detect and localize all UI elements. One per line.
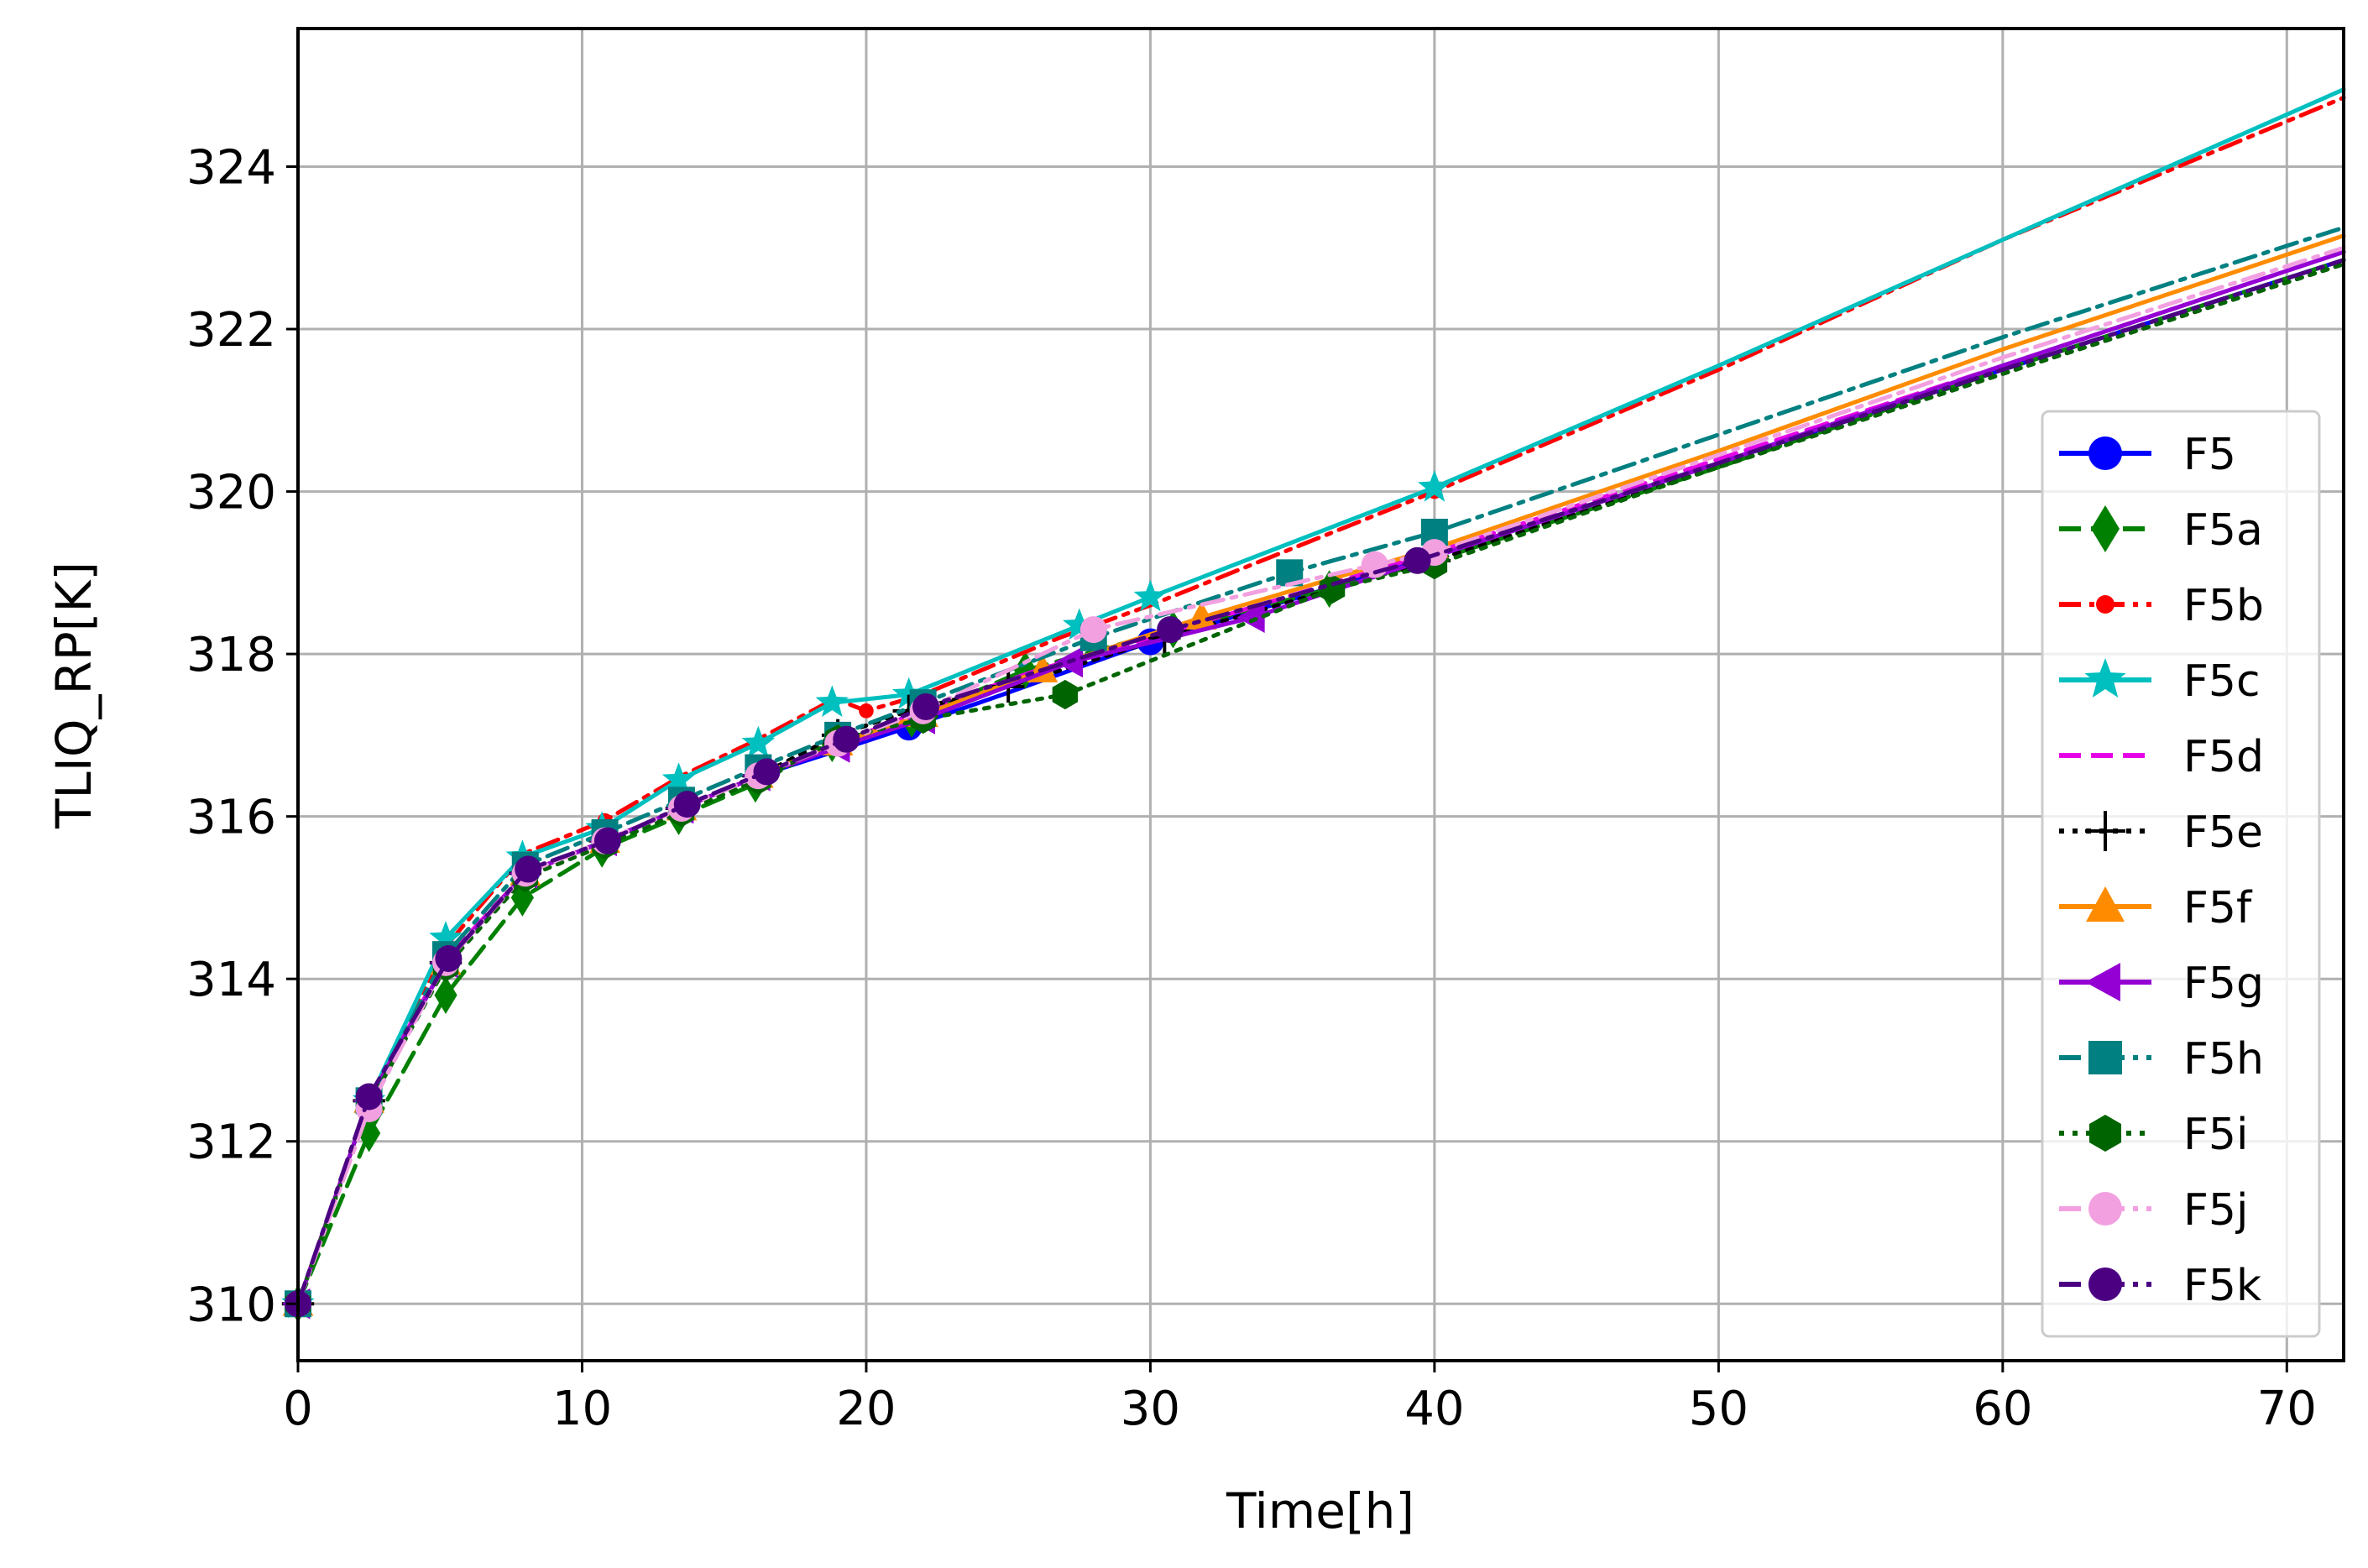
data-point (429, 921, 463, 953)
legend-entry: F5d (2059, 732, 2264, 782)
data-point (741, 725, 776, 758)
data-point (1063, 608, 1096, 640)
y-tick-label: 314 (186, 953, 276, 1007)
data-point (434, 976, 457, 1014)
data-point (661, 762, 696, 794)
x-tick-label: 10 (552, 1382, 612, 1436)
data-point (2085, 811, 2125, 851)
legend-label: F5d (2183, 732, 2264, 782)
data-point (1079, 616, 1107, 644)
legend-label: F5h (2183, 1034, 2264, 1085)
legend-label: F5 (2183, 430, 2236, 480)
data-point (2086, 886, 2125, 922)
legend-label: F5i (2183, 1110, 2248, 1160)
data-point (912, 693, 940, 721)
legend-entry: F5b (2059, 581, 2264, 631)
data-point (2084, 658, 2126, 698)
legend-label: F5e (2183, 808, 2263, 858)
legend-label: F5a (2183, 505, 2263, 556)
data-point (2085, 963, 2120, 1001)
data-point (358, 1114, 381, 1152)
data-point (515, 855, 542, 883)
data-point (2091, 505, 2120, 552)
legend-entry: F5 (2059, 430, 2236, 480)
data-point (2088, 1192, 2122, 1226)
data-point (510, 879, 534, 917)
data-point (593, 827, 621, 855)
legend-entry: F5h (2059, 1034, 2264, 1085)
legend-entry: F5k (2059, 1261, 2261, 1311)
data-point (2096, 595, 2114, 614)
legend-entry: F5c (2059, 656, 2261, 707)
x-tick-label: 70 (2257, 1382, 2317, 1436)
x-tick-label: 60 (1973, 1382, 2032, 1436)
x-axis-label: Time[h] (1226, 1482, 1414, 1539)
series-layer (281, 87, 2346, 1323)
series-F5k (285, 258, 2346, 1318)
y-tick-label: 312 (186, 1116, 276, 1170)
data-point (673, 791, 701, 818)
y-axis-label: TLIQ_RP[K] (45, 562, 102, 829)
legend-entry: F5j (2059, 1185, 2248, 1236)
legend-entry: F5e (2059, 808, 2263, 858)
x-tick-label: 0 (283, 1382, 313, 1436)
axis-ticks: 0 10 20 30 40 50 60 70 310 312 314 316 318 320 322 324 (186, 141, 2317, 1436)
data-point (1418, 469, 1451, 502)
y-tick-label: 316 (186, 791, 276, 845)
legend-label: F5c (2183, 656, 2261, 707)
x-tick-label: 50 (1689, 1382, 1749, 1436)
y-tick-label: 310 (186, 1278, 276, 1332)
y-tick-label: 324 (186, 141, 276, 196)
legend-label: F5f (2183, 883, 2253, 933)
data-point (2088, 1041, 2122, 1074)
legend-label: F5j (2183, 1185, 2248, 1236)
legend-box (2041, 410, 2321, 1338)
data-point (435, 944, 463, 972)
y-tick-label: 318 (186, 628, 276, 682)
series-line (295, 95, 2346, 1306)
data-point (891, 677, 926, 709)
data-point (1236, 602, 1265, 633)
gridlines (296, 29, 2344, 1361)
x-tick-label: 20 (836, 1382, 896, 1436)
legend-entry: F5f (2059, 883, 2253, 933)
series-line (295, 258, 2346, 1306)
data-point (2088, 1267, 2122, 1301)
legend-entry: F5i (2059, 1110, 2248, 1160)
legend-label: F5b (2183, 581, 2264, 631)
series-line (295, 258, 2346, 1306)
data-point (1052, 679, 1079, 710)
data-point (753, 758, 781, 786)
data-point (1133, 579, 1168, 612)
y-tick-label: 320 (186, 466, 276, 520)
data-point (833, 725, 860, 753)
x-tick-label: 40 (1404, 1382, 1464, 1436)
data-point (355, 1083, 383, 1111)
plot-frame (296, 27, 2345, 1362)
data-point (1157, 616, 1184, 644)
x-tick-label: 30 (1121, 1382, 1180, 1436)
legend-label: F5g (2183, 959, 2264, 1009)
y-tick-label: 322 (186, 303, 276, 358)
legend-label: F5k (2183, 1261, 2261, 1311)
legend-entry: F5g (2059, 959, 2264, 1009)
data-point (815, 685, 849, 718)
data-point (859, 703, 874, 719)
legend: F5 F5a F5b F5c F5d F5e F5f F5g F5h F5i F5j F5k (2041, 410, 2321, 1338)
data-point (1404, 546, 1431, 574)
data-point (2088, 1115, 2122, 1152)
data-point (2088, 436, 2122, 470)
legend-entry: F5a (2059, 505, 2263, 556)
